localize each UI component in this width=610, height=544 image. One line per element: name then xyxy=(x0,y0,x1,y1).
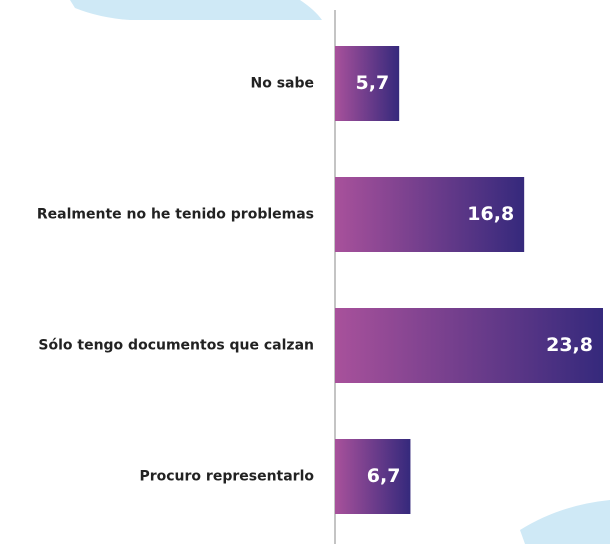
bar xyxy=(335,308,603,383)
bar xyxy=(335,177,525,252)
decoration xyxy=(70,0,322,20)
category-label: No sabe xyxy=(250,76,314,92)
category-label: Sólo tengo documentos que calzan xyxy=(38,338,314,354)
value-label: 16,8 xyxy=(467,203,514,225)
decoration xyxy=(520,500,610,544)
value-label: 5,7 xyxy=(356,72,390,94)
bar xyxy=(335,439,411,514)
bar xyxy=(335,46,400,121)
value-label: 23,8 xyxy=(546,334,593,356)
category-label: Procuro representarlo xyxy=(139,469,314,485)
category-label: Realmente no he tenido problemas xyxy=(37,207,314,223)
value-label: 6,7 xyxy=(367,465,401,487)
